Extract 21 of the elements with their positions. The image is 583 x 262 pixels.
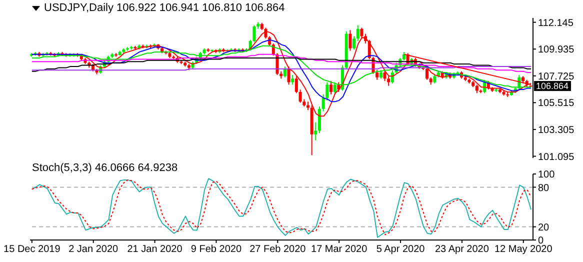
y-tick-label: 109.935 [538, 44, 575, 56]
y-tick-label: 100 [538, 170, 556, 181]
x-tick-label: 21 Jan 2020 [127, 244, 183, 256]
text: 106.864 [534, 81, 571, 92]
x-tick-label: 17 Mar 2020 [311, 244, 368, 256]
x-tick-label: 15 Dec 2019 [4, 244, 61, 256]
chart-title: USDJPY,Daily 106.922 106.941 106.810 106.864 [44, 2, 285, 14]
chart-title: Stoch(5,3,3) 46.0666 64.9238 [32, 162, 178, 174]
y-tick-label: 101.095 [538, 152, 575, 163]
y-tick-label: 80 [538, 182, 550, 194]
x-tick-label: 9 Feb 2020 [190, 244, 242, 256]
y-tick-label: 20 [538, 222, 550, 234]
y-tick-label: 107.725 [538, 71, 575, 82]
x-tick-label: 23 Apr 2020 [434, 244, 490, 256]
x-tick-label: 5 Apr 2020 [376, 244, 426, 256]
y-tick-label: 112.145 [538, 18, 574, 29]
x-tick-label: 2 Jan 2020 [68, 244, 119, 256]
x-tick-label: 12 May 2020 [494, 244, 553, 256]
y-tick-label: 103.305 [538, 125, 575, 136]
y-tick-label: 105.515 [538, 98, 575, 110]
x-tick-label: 27 Feb 2020 [250, 244, 306, 256]
